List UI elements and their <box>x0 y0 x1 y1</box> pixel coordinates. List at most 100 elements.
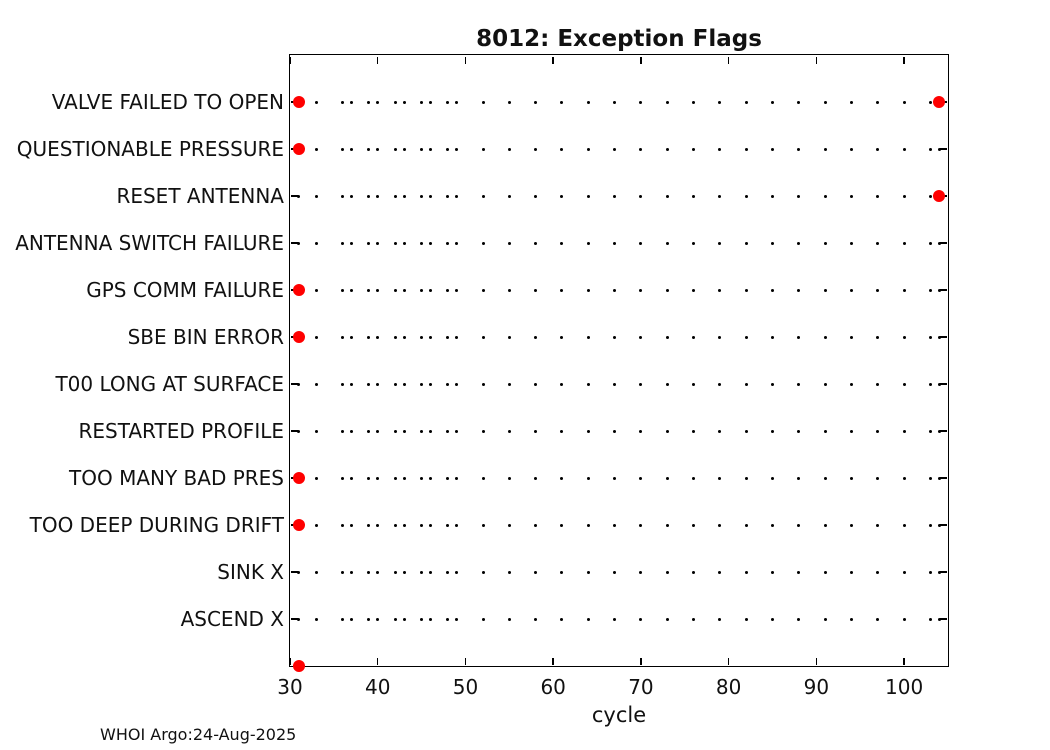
cycle-dot <box>902 194 906 198</box>
cycle-dot <box>937 570 941 574</box>
cycle-dot <box>560 617 564 621</box>
cycle-dot <box>586 617 590 621</box>
y-tick-label: SINK X <box>217 560 284 584</box>
cycle-dot <box>428 429 432 433</box>
cycle-dot <box>849 241 853 245</box>
cycle-dot <box>367 147 371 151</box>
cycle-dot <box>586 335 590 339</box>
cycle-dot <box>376 476 380 480</box>
cycle-dot <box>797 194 801 198</box>
cycle-dot <box>481 241 485 245</box>
cycle-dot <box>613 429 617 433</box>
cycle-dot <box>586 194 590 198</box>
cycle-dot <box>665 194 669 198</box>
cycle-dot <box>376 523 380 527</box>
cycle-dot <box>771 241 775 245</box>
cycle-dot <box>420 429 424 433</box>
cycle-dot <box>297 429 301 433</box>
exception-flag-marker <box>292 331 305 343</box>
cycle-dot <box>823 241 827 245</box>
cycle-dot <box>428 570 432 574</box>
cycle-dot <box>534 147 538 151</box>
cycle-dot <box>849 100 853 104</box>
cycle-dot <box>341 570 345 574</box>
cycle-dot <box>744 476 748 480</box>
cycle-dot <box>297 617 301 621</box>
cycle-dot <box>744 288 748 292</box>
cycle-dot <box>613 241 617 245</box>
cycle-dot <box>928 570 932 574</box>
cycle-dot <box>349 476 353 480</box>
cycle-dot <box>665 241 669 245</box>
cycle-dot <box>367 476 371 480</box>
cycle-dot <box>428 523 432 527</box>
cycle-dot <box>455 147 459 151</box>
cycle-dot <box>902 429 906 433</box>
cycle-dot <box>314 335 318 339</box>
cycle-dot <box>639 288 643 292</box>
cycle-dot <box>481 194 485 198</box>
y-axis-tick-right <box>940 477 947 479</box>
y-axis-tick-left <box>291 571 298 573</box>
cycle-dot <box>613 523 617 527</box>
cycle-dot <box>376 147 380 151</box>
x-axis-tick-bottom <box>903 657 905 665</box>
cycle-dot <box>665 429 669 433</box>
cycle-dot <box>744 523 748 527</box>
cycle-dot <box>849 147 853 151</box>
y-axis-tick-right <box>940 571 947 573</box>
cycle-dot <box>928 147 932 151</box>
cycle-dot <box>876 523 880 527</box>
y-tick-label: RESTARTED PROFILE <box>78 419 284 443</box>
cycle-dot <box>928 523 932 527</box>
cycle-dot <box>718 570 722 574</box>
cycle-dot <box>639 429 643 433</box>
cycle-dot <box>823 194 827 198</box>
cycle-dot <box>665 617 669 621</box>
cycle-dot <box>420 476 424 480</box>
cycle-dot <box>376 100 380 104</box>
cycle-dot <box>849 617 853 621</box>
cycle-dot <box>692 382 696 386</box>
cycle-dot <box>586 288 590 292</box>
cycle-dot <box>455 241 459 245</box>
cycle-dot <box>376 241 380 245</box>
x-axis-tick-top <box>464 56 467 64</box>
cycle-dot <box>446 100 450 104</box>
cycle-dot <box>744 429 748 433</box>
cycle-dot <box>446 382 450 386</box>
cycle-dot <box>481 147 485 151</box>
cycle-dot <box>420 617 424 621</box>
cycle-dot <box>507 288 511 292</box>
cycle-dot <box>507 100 511 104</box>
cycle-dot <box>876 100 880 104</box>
cycle-dot <box>376 570 380 574</box>
cycle-dot <box>639 382 643 386</box>
cycle-dot <box>586 476 590 480</box>
exception-flag-marker <box>292 143 305 155</box>
cycle-dot <box>341 241 345 245</box>
cycle-dot <box>314 100 318 104</box>
cycle-dot <box>507 335 511 339</box>
cycle-dot <box>718 617 722 621</box>
y-tick-label: RESET ANTENNA <box>116 184 284 208</box>
cycle-dot <box>718 382 722 386</box>
cycle-dot <box>420 194 424 198</box>
cycle-dot <box>341 523 345 527</box>
cycle-dot <box>928 241 932 245</box>
cycle-dot <box>455 100 459 104</box>
cycle-dot <box>771 100 775 104</box>
cycle-dot <box>902 335 906 339</box>
cycle-dot <box>314 476 318 480</box>
cycle-dot <box>665 476 669 480</box>
cycle-dot <box>560 570 564 574</box>
cycle-dot <box>349 147 353 151</box>
cycle-dot <box>586 147 590 151</box>
cycle-dot <box>367 523 371 527</box>
y-axis-tick-left <box>291 618 298 620</box>
y-tick-label: ASCEND X <box>180 607 284 631</box>
cycle-dot <box>314 429 318 433</box>
cycle-dot <box>613 147 617 151</box>
cycle-dot <box>797 523 801 527</box>
cycle-dot <box>314 241 318 245</box>
